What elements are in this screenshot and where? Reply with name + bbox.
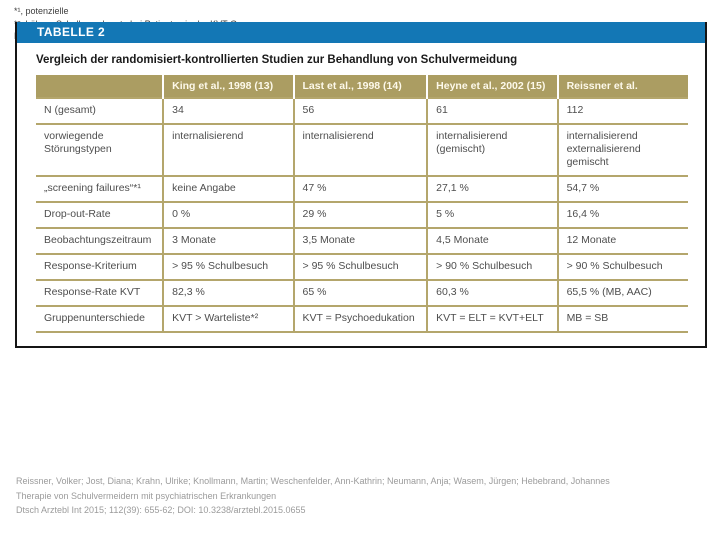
table-cell: keine Angabe <box>162 175 294 202</box>
table-cell: KVT = ELT = KVT+ELT <box>426 305 558 333</box>
table-cell: > 90 % Schulbesuch <box>426 253 558 280</box>
row-label: „screening failures“*¹ <box>36 175 164 202</box>
table-cell: 47 % <box>292 175 428 202</box>
table-tag: TABELLE 2 <box>37 25 106 39</box>
table-cell: > 90 % Schulbesuch <box>556 253 688 280</box>
table-cell: 16,4 % <box>556 201 688 228</box>
table-cell: 56 <box>292 97 428 124</box>
row-label: N (gesamt) <box>36 97 164 124</box>
table-cell: 27,1 % <box>426 175 558 202</box>
table-cell: 61 <box>426 97 558 124</box>
table-row: Gruppenunterschiede KVT > Warteliste*² K… <box>36 305 688 333</box>
table-header: King et al., 1998 (13) Last et al., 1998… <box>36 75 688 98</box>
table-cell: 82,3 % <box>162 279 294 306</box>
table-cell: > 95 % Schulbesuch <box>162 253 294 280</box>
row-label: Response-Kriterium <box>36 253 164 280</box>
column-header-last: Last et al., 1998 (14) <box>292 75 428 98</box>
table-cell: 29 % <box>292 201 428 228</box>
header-row: King et al., 1998 (13) Last et al., 1998… <box>36 75 688 98</box>
row-label: Drop-out-Rate <box>36 201 164 228</box>
table-row: „screening failures“*¹ keine Angabe 47 %… <box>36 175 688 202</box>
citation-title: Therapie von Schulvermeidern mit psychia… <box>16 490 277 501</box>
table-figure-box: TABELLE 2 Vergleich der randomisiert-kon… <box>15 22 707 348</box>
table-cell: > 95 % Schulbesuch <box>292 253 428 280</box>
table-cell: 112 <box>556 97 688 124</box>
table-cell: 12 Monate <box>556 227 688 254</box>
column-header-empty <box>36 75 164 98</box>
column-header-reissner: Reissner et al. <box>556 75 688 98</box>
table-row: Drop-out-Rate 0 % 29 % 5 % 16,4 % <box>36 201 688 228</box>
table-cell: 65,5 % (MB, AAC) <box>556 279 688 306</box>
table-cell: 65 % <box>292 279 428 306</box>
row-label: Response-Rate KVT <box>36 279 164 306</box>
table-cell: internalisierend <box>162 123 294 176</box>
column-header-king: King et al., 1998 (13) <box>162 75 294 98</box>
table-cell: 5 % <box>426 201 558 228</box>
table-cell: 60,3 % <box>426 279 558 306</box>
table-cell: 3,5 Monate <box>292 227 428 254</box>
table-cell: internalisierend (gemischt) <box>426 123 558 176</box>
table-row: Beobachtungszeitraum 3 Monate 3,5 Monate… <box>36 227 688 254</box>
citation-source: Dtsch Arztebl Int 2015; 112(39): 655-62;… <box>16 505 306 515</box>
citation-authors: Reissner, Volker; Jost, Diana; Krahn, Ul… <box>16 476 610 486</box>
table-row: Response-Kriterium > 95 % Schulbesuch > … <box>36 253 688 280</box>
citation-block: Reissner, Volker; Jost, Diana; Krahn, Ul… <box>16 474 610 518</box>
table-label-bar: TABELLE 2 <box>17 22 705 43</box>
table-cell: MB = SB <box>556 305 688 333</box>
table-cell: internalisierend <box>292 123 428 176</box>
table-cell: internalisierend externalisierend gemisc… <box>556 123 688 176</box>
table-body: N (gesamt) 34 56 61 112 vorwiegende Stör… <box>36 97 688 333</box>
table-row: N (gesamt) 34 56 61 112 <box>36 97 688 124</box>
figure-content: Vergleich der randomisiert-kontrollierte… <box>17 54 705 346</box>
row-label: Beobachtungszeitraum <box>36 227 164 254</box>
table-cell: 54,7 % <box>556 175 688 202</box>
comparison-table: King et al., 1998 (13) Last et al., 1998… <box>36 75 688 333</box>
column-header-heyne: Heyne et al., 2002 (15) <box>426 75 558 98</box>
table-row: vorwiegende Störungstypen internalisiere… <box>36 123 688 176</box>
table-cell: KVT = Psychoedukation <box>292 305 428 333</box>
table-cell: 34 <box>162 97 294 124</box>
figure-title: Vergleich der randomisiert-kontrollierte… <box>36 54 518 66</box>
row-label: Gruppenunterschiede <box>36 305 164 333</box>
table-cell: 4,5 Monate <box>426 227 558 254</box>
table-cell: KVT > Warteliste*² <box>162 305 294 333</box>
table-cell: 3 Monate <box>162 227 294 254</box>
footnote-1: *¹, potenzielle <box>14 6 69 16</box>
table-row: Response-Rate KVT 82,3 % 65 % 60,3 % 65,… <box>36 279 688 306</box>
table-cell: 0 % <box>162 201 294 228</box>
row-label: vorwiegende Störungstypen <box>36 123 164 176</box>
